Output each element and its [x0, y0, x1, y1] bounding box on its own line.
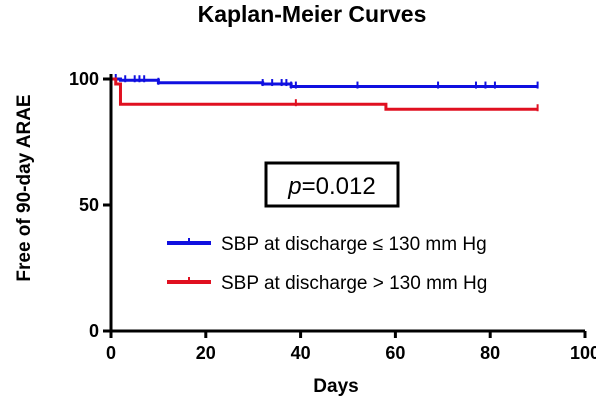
series-layer [111, 74, 539, 112]
series-1 [111, 74, 539, 89]
y-axis-label: Free of 90-day ARAE [14, 94, 35, 281]
y-ticks: 0 50 100 [69, 69, 111, 341]
p-value-annotation: p=0.012 [264, 161, 400, 208]
series-1-curve [111, 77, 538, 89]
plot-area: 0 20 40 60 80 100 0 50 100 [69, 69, 596, 363]
p-value-text: p=0.012 [287, 173, 375, 200]
y-tick-label: 0 [89, 321, 99, 341]
y-tick-label: 50 [79, 195, 99, 215]
series-2-curve [111, 77, 538, 111]
x-tick-label: 40 [291, 343, 311, 363]
x-tick-label: 100 [570, 343, 596, 363]
legend-label: SBP at discharge > 130 mm Hg [221, 273, 487, 294]
legend-item-1: SBP at discharge ≤ 130 mm Hg [167, 234, 487, 255]
legend: SBP at discharge ≤ 130 mm Hg SBP at disch… [167, 234, 487, 294]
legend-label: SBP at discharge ≤ 130 mm Hg [221, 234, 487, 255]
legend-item-2: SBP at discharge > 130 mm Hg [167, 273, 487, 294]
p-value-box [264, 161, 400, 208]
x-tick-label: 80 [480, 343, 500, 363]
x-tick-label: 20 [196, 343, 216, 363]
chart-title: Kaplan-Meier Curves [198, 1, 427, 27]
series-2 [111, 77, 539, 112]
x-axis-label: Days [313, 376, 358, 397]
y-tick-label: 100 [69, 69, 99, 89]
x-tick-label: 60 [385, 343, 405, 363]
x-ticks: 0 20 40 60 80 100 [106, 331, 596, 363]
p-value: =0.012 [302, 173, 376, 200]
x-tick-label: 0 [106, 343, 116, 363]
p-symbol: p [287, 173, 301, 200]
